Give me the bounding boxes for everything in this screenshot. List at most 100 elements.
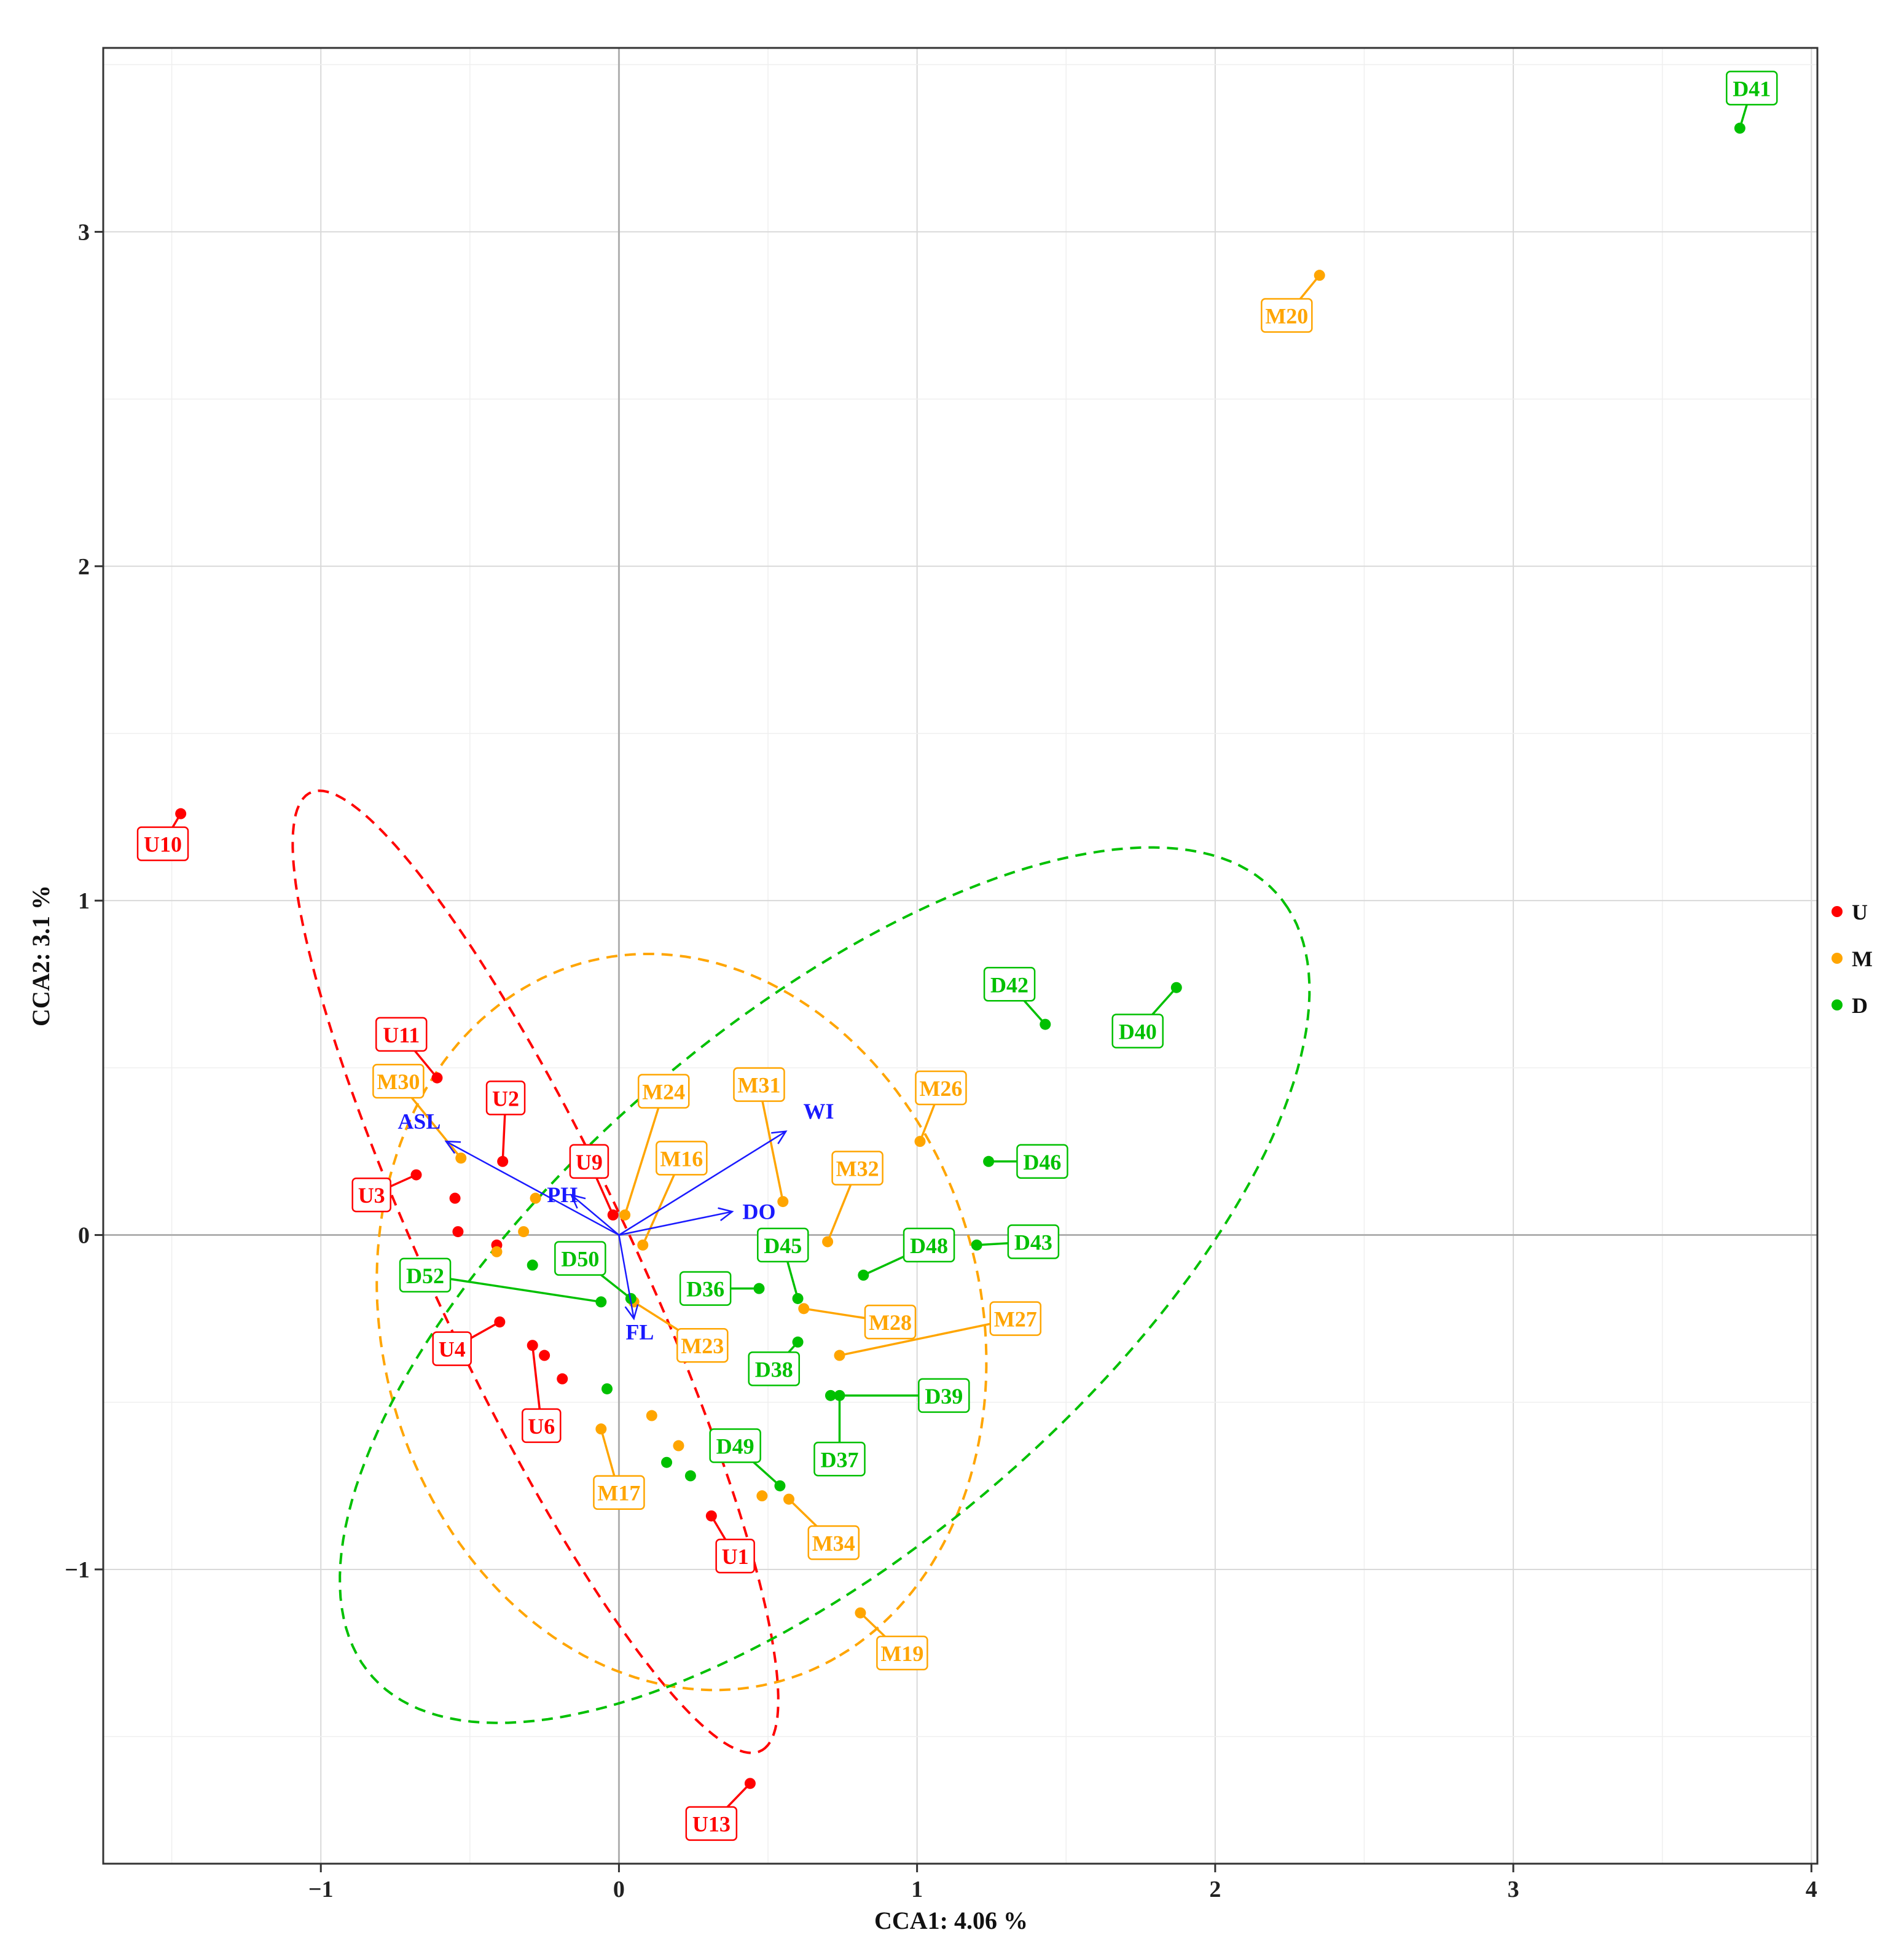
- point-label-text: U1: [722, 1544, 749, 1569]
- point-D: [858, 1269, 869, 1281]
- legend-marker: [1832, 953, 1843, 964]
- arrow-ph: PH: [547, 1182, 620, 1236]
- point-D: [834, 1389, 845, 1401]
- point-M: [1314, 270, 1325, 281]
- y-tick-label: 1: [78, 888, 90, 914]
- point-label-box: [757, 1227, 809, 1263]
- plot-border: [102, 47, 1819, 1865]
- point-label-box: [748, 1351, 800, 1386]
- point-label: D42: [983, 967, 1036, 1002]
- point-label-box: [656, 1141, 708, 1176]
- point-label-box: [715, 1538, 755, 1574]
- point-label-text: M28: [869, 1310, 912, 1335]
- arrow-shaft: [618, 1130, 786, 1236]
- point-label-text: D41: [1733, 76, 1771, 101]
- x-tick-label: 0: [613, 1877, 625, 1902]
- point-label-box: [593, 1475, 645, 1510]
- point-label-text: U9: [576, 1150, 603, 1174]
- point-label-text: D42: [990, 972, 1028, 997]
- point-label-box: [1261, 298, 1313, 333]
- arrow-shaft: [618, 1235, 635, 1319]
- point-label-box: [1007, 1224, 1060, 1259]
- point-label: M20: [1261, 298, 1313, 333]
- point-U: [705, 1510, 717, 1522]
- point-label-text: U2: [492, 1086, 519, 1111]
- point-label: U2: [485, 1080, 526, 1116]
- point-D: [684, 1470, 696, 1482]
- point-label-box: [485, 1080, 526, 1116]
- point-label-text: U3: [358, 1183, 385, 1208]
- point-label-box: [733, 1067, 785, 1102]
- point-M: [595, 1423, 607, 1435]
- y-tick-label: 2: [78, 554, 90, 580]
- point-D: [983, 1155, 995, 1167]
- x-tick-label: 2: [1209, 1877, 1221, 1902]
- y-tick-label: 0: [78, 1223, 90, 1249]
- arrow-do: DO: [619, 1199, 775, 1236]
- arrow-label: PH: [547, 1182, 578, 1207]
- point-D: [1040, 1018, 1051, 1030]
- point-D: [527, 1259, 538, 1271]
- point-label-box: [983, 967, 1036, 1002]
- zero-lines: [103, 48, 1817, 1864]
- arrow-head: [718, 1207, 734, 1222]
- arrow-shaft: [570, 1194, 620, 1236]
- point-label-box: [554, 1241, 606, 1276]
- arrow-label: DO: [742, 1199, 775, 1224]
- point-label: D38: [748, 1351, 800, 1386]
- point-label-text: D39: [925, 1384, 963, 1409]
- point-label-box: [136, 826, 189, 861]
- point-label-text: D52: [406, 1264, 444, 1288]
- point-label-text: M30: [377, 1069, 420, 1094]
- point-label: U13: [685, 1806, 738, 1841]
- point-label-box: [676, 1327, 729, 1363]
- point-label-text: D40: [1119, 1019, 1157, 1044]
- point-label-box: [399, 1257, 452, 1293]
- point-M: [855, 1607, 866, 1619]
- point-M: [491, 1246, 503, 1257]
- point-U: [539, 1350, 550, 1361]
- arrow-asl: ASL: [398, 1109, 620, 1236]
- point-M: [834, 1350, 845, 1361]
- point-M: [619, 1209, 631, 1221]
- point-label: U10: [136, 826, 189, 861]
- point-D: [601, 1383, 613, 1394]
- plot-background: [103, 48, 1817, 1864]
- legend-marker: [1832, 906, 1843, 917]
- point-label: D36: [679, 1271, 732, 1306]
- point-U: [527, 1340, 538, 1351]
- point-U: [175, 808, 187, 819]
- grid: [103, 48, 1817, 1864]
- point-label-text: M31: [737, 1073, 780, 1098]
- arrow-shaft: [619, 1211, 733, 1236]
- point-label: D43: [1007, 1224, 1060, 1259]
- point-label: M31: [733, 1067, 785, 1102]
- point-D: [971, 1239, 982, 1251]
- point-label-text: M26: [919, 1076, 962, 1101]
- point-D: [792, 1336, 804, 1348]
- point-label-box: [522, 1408, 562, 1444]
- point-D: [661, 1456, 673, 1468]
- point-label: D39: [918, 1378, 970, 1413]
- point-label: D46: [1016, 1144, 1068, 1179]
- legend-item-D: D: [1832, 993, 1868, 1018]
- legend-label: U: [1852, 900, 1868, 924]
- point-label-box: [432, 1331, 472, 1366]
- point-label: U4: [432, 1331, 472, 1366]
- point-label: U11: [375, 1017, 428, 1052]
- point-label-text: D48: [910, 1233, 948, 1258]
- point-label: D41: [1726, 71, 1778, 106]
- point-label: M17: [593, 1475, 645, 1510]
- point-label-text: D36: [686, 1277, 724, 1302]
- point-label-text: M24: [642, 1079, 685, 1104]
- point-label-text: D46: [1023, 1150, 1061, 1174]
- point-M: [756, 1490, 768, 1502]
- point-M: [455, 1152, 467, 1164]
- point-label-box: [637, 1074, 690, 1109]
- point-label-box: [1111, 1014, 1164, 1049]
- point-label-text: U11: [383, 1023, 420, 1047]
- point-label-text: D38: [755, 1357, 793, 1381]
- point-label-text: M34: [812, 1531, 855, 1555]
- point-M: [646, 1410, 657, 1421]
- point-label: M32: [831, 1151, 883, 1186]
